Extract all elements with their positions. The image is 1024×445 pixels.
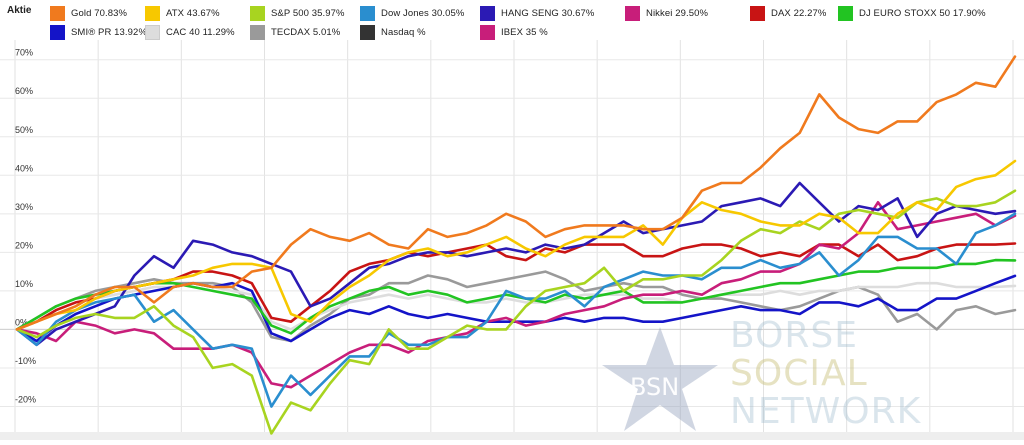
x-axis-bar [0, 432, 1024, 440]
y-tick-label: 10% [15, 279, 33, 289]
y-tick-label: 20% [15, 240, 33, 250]
legend-title: Aktie [7, 5, 32, 16]
legend-swatch [50, 5, 65, 21]
legend-swatch [50, 24, 65, 40]
y-tick-label: 60% [15, 86, 33, 96]
legend-item[interactable]: DAX 22.27% [750, 5, 826, 21]
legend-item[interactable]: Nasdaq % [360, 24, 426, 40]
legend-label: DJ EURO STOXX 50 17.90% [859, 7, 986, 19]
legend-item[interactable]: Gold 70.83% [50, 5, 127, 21]
legend-label: Dow Jones 30.05% [381, 7, 465, 19]
y-tick-label: -20% [15, 394, 36, 404]
legend-label: HANG SENG 30.67% [501, 7, 595, 19]
legend-item[interactable]: Dow Jones 30.05% [360, 5, 464, 21]
legend-item[interactable]: SMI® PR 13.92% [50, 24, 147, 40]
legend-swatch [250, 5, 265, 21]
legend-item[interactable]: CAC 40 11.29% [145, 24, 235, 40]
y-tick-label: -10% [15, 356, 36, 366]
series-line [15, 181, 1017, 347]
legend-swatch [838, 5, 853, 21]
y-tick-label: 70% [15, 48, 33, 58]
chart-area: -30%-20%-10%0%10%20%30%40%50%60%70% BSN … [0, 40, 1024, 440]
chart-legend: Aktie Gold 70.83% ATX 43.67% S&P 500 35.97… [0, 0, 1024, 44]
legend-label: Gold 70.83% [71, 7, 128, 19]
series-line [15, 242, 1017, 331]
series-line [15, 159, 1017, 331]
legend-item[interactable]: DJ EURO STOXX 50 17.90% [838, 5, 986, 21]
legend-swatch [625, 5, 640, 21]
legend-item[interactable]: HANG SENG 30.67% [480, 5, 594, 21]
legend-item[interactable]: S&P 500 35.97% [250, 5, 345, 21]
legend-label: S&P 500 35.97% [271, 7, 345, 19]
legend-label: DAX 22.27% [771, 7, 827, 19]
series-line [15, 212, 1017, 408]
legend-swatch [480, 24, 495, 40]
legend-label: SMI® PR 13.92% [71, 26, 147, 38]
y-tick-label: 50% [15, 125, 33, 135]
legend-item[interactable]: Nikkei 29.50% [625, 5, 708, 21]
legend-label: CAC 40 11.29% [166, 26, 235, 38]
series-line [15, 201, 1017, 389]
legend-swatch [750, 5, 765, 21]
legend-swatch [480, 5, 495, 21]
legend-label: Nasdaq % [381, 26, 426, 38]
legend-item[interactable]: ATX 43.67% [145, 5, 220, 21]
legend-item[interactable]: IBEX 35 % [480, 24, 548, 40]
series-line [15, 189, 1017, 435]
series-line [15, 274, 1017, 343]
legend-swatch [360, 24, 375, 40]
line-chart: -30%-20%-10%0%10%20%30%40%50%60%70% [0, 40, 1024, 440]
legend-swatch [250, 24, 265, 40]
series-line [15, 55, 1017, 331]
legend-label: ATX 43.67% [166, 7, 220, 19]
y-tick-label: 30% [15, 202, 33, 212]
legend-label: TECDAX 5.01% [271, 26, 341, 38]
legend-swatch [360, 5, 375, 21]
y-tick-label: 40% [15, 163, 33, 173]
legend-swatch [145, 5, 160, 21]
y-tick-label: 0% [15, 317, 28, 327]
legend-item[interactable]: TECDAX 5.01% [250, 24, 340, 40]
legend-label: Nikkei 29.50% [646, 7, 709, 19]
legend-swatch [145, 24, 160, 40]
legend-label: IBEX 35 % [501, 26, 548, 38]
